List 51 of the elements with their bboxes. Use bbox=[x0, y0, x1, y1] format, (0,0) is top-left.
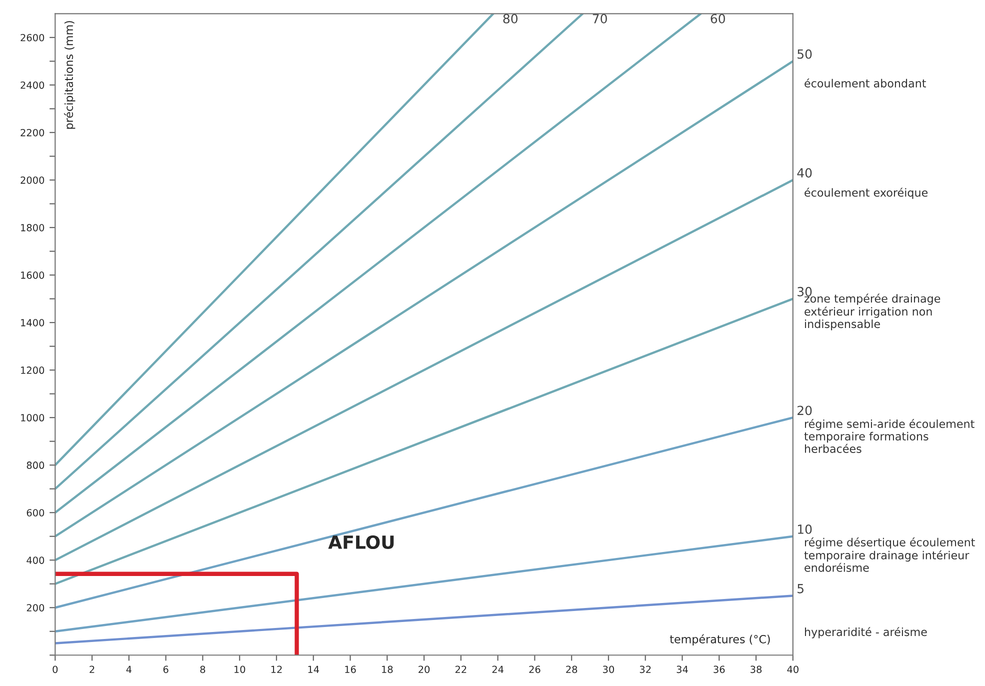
x-tick-label: 20 bbox=[418, 666, 430, 674]
y-tick-label: 2000 bbox=[20, 176, 44, 184]
x-tick-label: 6 bbox=[163, 666, 168, 674]
y-tick-label: 1600 bbox=[21, 272, 44, 279]
x-tick-label: 38 bbox=[750, 666, 762, 674]
y-axis-title: précipitations (mm) bbox=[64, 21, 76, 129]
series-label: 5 bbox=[798, 584, 804, 594]
series-label: 40 bbox=[797, 168, 812, 178]
x-tick-label: 34 bbox=[676, 666, 688, 674]
x-tick-label: 2 bbox=[90, 666, 94, 673]
x-axis-title: températures (°C) bbox=[670, 634, 770, 646]
text: hyperaridité - aréisme bbox=[805, 627, 927, 638]
y-tick-label: 2400 bbox=[20, 81, 44, 89]
y-tick-label: 1800 bbox=[21, 224, 44, 232]
series-label: 80 bbox=[503, 14, 518, 24]
x-tick-label: 4 bbox=[126, 666, 132, 673]
y-tick-label: 400 bbox=[26, 556, 44, 564]
x-tick-label: 40 bbox=[787, 666, 798, 674]
series-label: 30 bbox=[798, 286, 812, 296]
x-tick-label: 16 bbox=[345, 666, 356, 674]
text: régime semi-aride écoulement temporaire formations herbacées bbox=[804, 419, 974, 453]
x-tick-label: 26 bbox=[529, 666, 540, 674]
x-tick-label: 0 bbox=[52, 666, 58, 674]
x-tick-label: 24 bbox=[492, 666, 504, 673]
x-tick-label: 14 bbox=[308, 666, 320, 673]
y-tick-label: 1200 bbox=[21, 366, 44, 374]
y-tick-label: 800 bbox=[26, 462, 44, 469]
annotation: AFLOU bbox=[328, 535, 394, 550]
x-tick-label: 32 bbox=[640, 666, 651, 674]
x-tick-label: 30 bbox=[603, 666, 614, 674]
y-tick-label: 600 bbox=[26, 509, 44, 516]
y-tick-label: 2200 bbox=[20, 128, 44, 136]
x-tick-label: 22 bbox=[455, 666, 466, 673]
x-tick-label: 10 bbox=[234, 666, 246, 674]
series-label: 60 bbox=[710, 14, 725, 24]
text: écoulement abondant bbox=[804, 78, 926, 88]
series-label: 50 bbox=[798, 49, 812, 59]
x-tick-label: 8 bbox=[200, 666, 206, 674]
x-tick-label: 36 bbox=[714, 666, 725, 674]
series-label: 70 bbox=[592, 14, 607, 24]
x-tick-label: 12 bbox=[271, 666, 282, 673]
x-tick-label: 18 bbox=[382, 666, 393, 674]
x-tick-label: 28 bbox=[566, 666, 578, 674]
y-tick-label: 2600 bbox=[20, 34, 44, 42]
y-tick-label: 1400 bbox=[21, 319, 44, 326]
series-label: 20 bbox=[798, 406, 812, 416]
text: régime désertique écoulement temporaire drainage intérieur endoréisme bbox=[804, 537, 975, 572]
text: écoulement exoréique bbox=[804, 188, 928, 199]
y-tick-label: 200 bbox=[26, 604, 44, 612]
series-label: 10 bbox=[798, 524, 812, 534]
y-tick-label: 1000 bbox=[21, 414, 44, 422]
